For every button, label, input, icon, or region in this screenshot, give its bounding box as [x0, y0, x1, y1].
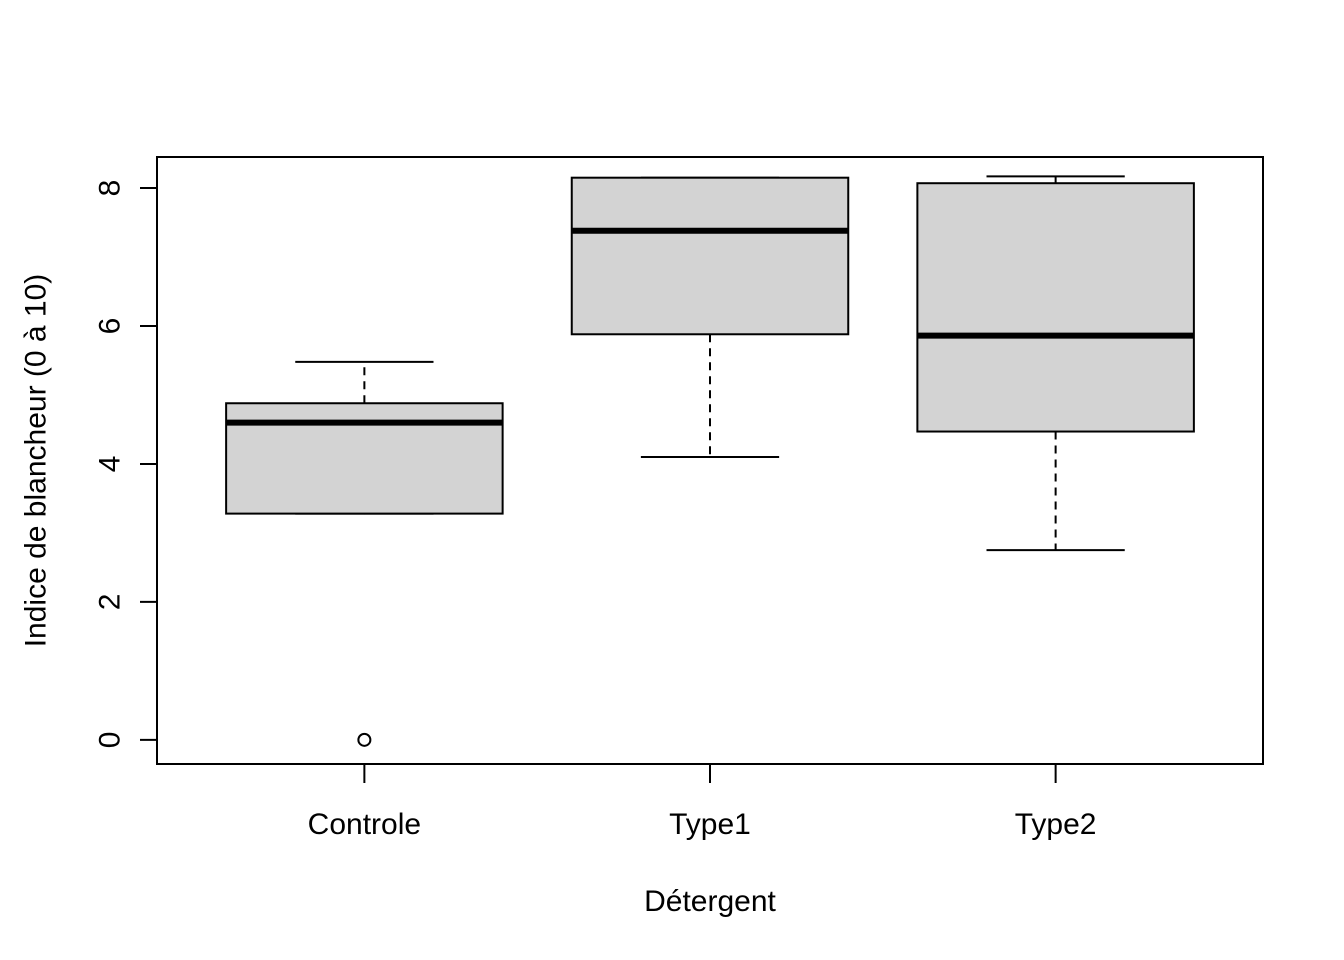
x-tick-label: Type1	[669, 808, 751, 841]
iqr-box	[916, 182, 1195, 433]
x-axis-title: Détergent	[644, 885, 776, 918]
box-group	[916, 175, 1195, 552]
outlier-point	[357, 732, 372, 747]
y-axis-title: Indice de blancheur (0 à 10)	[20, 274, 53, 648]
y-tick-label: 6	[94, 318, 127, 335]
y-tick-label: 4	[94, 456, 127, 473]
x-tick-label: Controle	[308, 808, 421, 841]
box-group	[570, 176, 850, 459]
y-tick-label: 2	[94, 594, 127, 611]
box-group	[225, 360, 504, 747]
y-tick-label: 8	[94, 180, 127, 197]
y-axis: 0 2 4 6 8	[94, 180, 157, 749]
y-tick-label: 0	[94, 732, 127, 749]
x-tick-label: Type2	[1015, 808, 1097, 841]
x-axis: Controle Type1 Type2	[308, 764, 1097, 841]
iqr-box	[570, 176, 850, 336]
plot-layer	[225, 175, 1195, 747]
